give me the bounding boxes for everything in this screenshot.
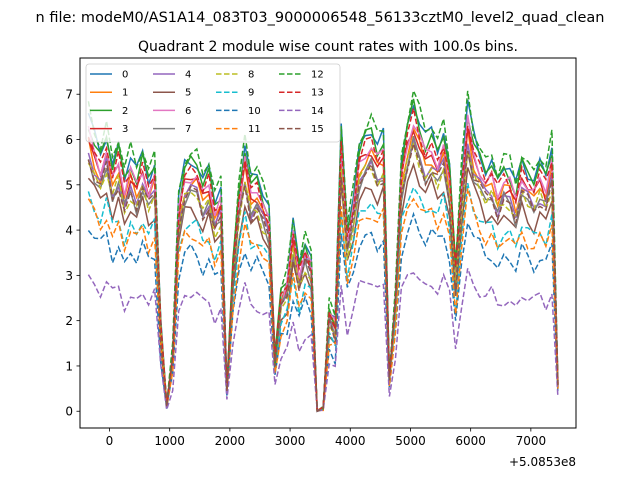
legend-label-3: 3 <box>122 124 128 135</box>
y-tick-label: 6 <box>65 133 73 147</box>
legend-label-7: 7 <box>185 124 191 135</box>
x-tick-label: 4000 <box>335 434 366 448</box>
legend-label-12: 12 <box>311 70 324 81</box>
series-line-6 <box>87 114 559 413</box>
legend-label-14: 14 <box>311 106 324 117</box>
legend-label-11: 11 <box>248 124 261 135</box>
y-tick-label: 1 <box>65 359 73 373</box>
series-line-15 <box>87 141 559 413</box>
legend-label-13: 13 <box>311 88 324 99</box>
x-tick-label: 0 <box>106 434 114 448</box>
plot-frame <box>79 57 577 429</box>
legend-label-2: 2 <box>122 106 128 117</box>
legend-label-0: 0 <box>122 70 128 81</box>
y-tick-label: 3 <box>65 269 73 283</box>
plot-series-group <box>87 88 559 413</box>
y-tick-label: 7 <box>65 88 73 102</box>
legend-label-8: 8 <box>248 70 254 81</box>
x-tick-label: 5000 <box>395 434 426 448</box>
figure-suptitle: n file: modeM0/AS1A14_083T03_9000006548_… <box>36 10 605 26</box>
chart-title: Quadrant 2 module wise count rates with … <box>138 39 518 55</box>
legend-label-9: 9 <box>248 88 254 99</box>
x-tick-label: 6000 <box>455 434 486 448</box>
y-tick-label: 5 <box>65 178 73 192</box>
legend-label-6: 6 <box>185 106 191 117</box>
x-offset-label: +5.0853e8 <box>509 455 576 469</box>
legend-box <box>85 63 341 143</box>
x-tick-label: 7000 <box>516 434 547 448</box>
x-tick-label: 3000 <box>275 434 306 448</box>
y-tick-label: 0 <box>65 405 73 419</box>
legend-label-10: 10 <box>248 106 261 117</box>
x-tick-label: 2000 <box>215 434 246 448</box>
legend-label-5: 5 <box>185 88 191 99</box>
x-tick-label: 1000 <box>154 434 185 448</box>
legend-label-15: 15 <box>311 124 324 135</box>
y-tick-label: 4 <box>65 224 73 238</box>
y-axis: 0 1 2 3 4 5 6 7 <box>65 88 80 419</box>
legend-label-4: 4 <box>185 70 191 81</box>
legend-label-1: 1 <box>122 88 128 99</box>
x-axis: 0 1000 2000 3000 4000 5000 6000 7000 <box>106 428 546 448</box>
series-line-14 <box>87 268 559 411</box>
y-tick-label: 2 <box>65 314 73 328</box>
